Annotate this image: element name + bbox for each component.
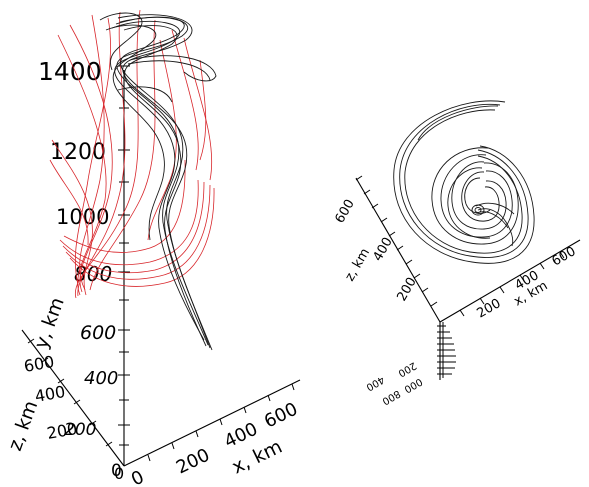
right-y-tick-mirrored-2: 200 xyxy=(396,359,418,378)
left-z-ticks xyxy=(118,65,130,446)
right-z-axis xyxy=(355,177,441,323)
right-y-tick-mirrored-4: 800 xyxy=(380,387,402,406)
right-y-tick-mirrored-1: 400 xyxy=(364,373,386,392)
left-y-ticks xyxy=(27,338,113,447)
left-x-ticks xyxy=(147,383,295,462)
left-y-tick-400: 400 xyxy=(33,382,66,406)
right-x-ticks xyxy=(459,251,565,317)
left-x-axis xyxy=(123,379,301,467)
right-z-ticks xyxy=(355,175,438,307)
left-x-tick-0: 0 xyxy=(128,467,147,487)
left-z-axis-label: z, km xyxy=(4,398,42,454)
left-black-flux-rope xyxy=(99,12,217,351)
right-plot: 600 400 200 z, km 200 400 600 x, km 400 … xyxy=(332,100,581,406)
right-z-tick-600: 600 xyxy=(332,197,357,226)
left-z-tick-200: 200 xyxy=(64,420,96,440)
left-red-field-lines xyxy=(49,9,215,299)
right-x-axis xyxy=(439,239,581,323)
left-z-tick-1200: 1200 xyxy=(50,140,106,165)
left-y-tick-0: 0 xyxy=(114,464,124,483)
right-z-axis-label: z, km xyxy=(342,246,373,284)
right-z-tick-200: 200 xyxy=(394,275,419,304)
right-y-tick-mirrored-3: 000 xyxy=(402,375,424,394)
left-z-tick-400: 400 xyxy=(84,368,118,389)
right-x-tick-600: 600 xyxy=(550,244,579,269)
right-origin-hatch xyxy=(437,322,456,378)
left-z-tick-600: 600 xyxy=(80,322,116,344)
right-black-spiral xyxy=(393,100,535,264)
left-z-tick-0: 0 xyxy=(111,461,122,481)
left-plot: 1400 1200 1000 800 600 400 200 0 600 400… xyxy=(4,9,301,487)
left-y-axis xyxy=(21,329,125,467)
left-y-tick-600: 600 xyxy=(22,352,55,376)
left-y-axis-label: y, km xyxy=(30,295,69,352)
left-z-tick-1400: 1400 xyxy=(38,57,102,86)
left-x-tick-600: 600 xyxy=(261,399,301,433)
left-x-tick-200: 200 xyxy=(173,445,213,479)
